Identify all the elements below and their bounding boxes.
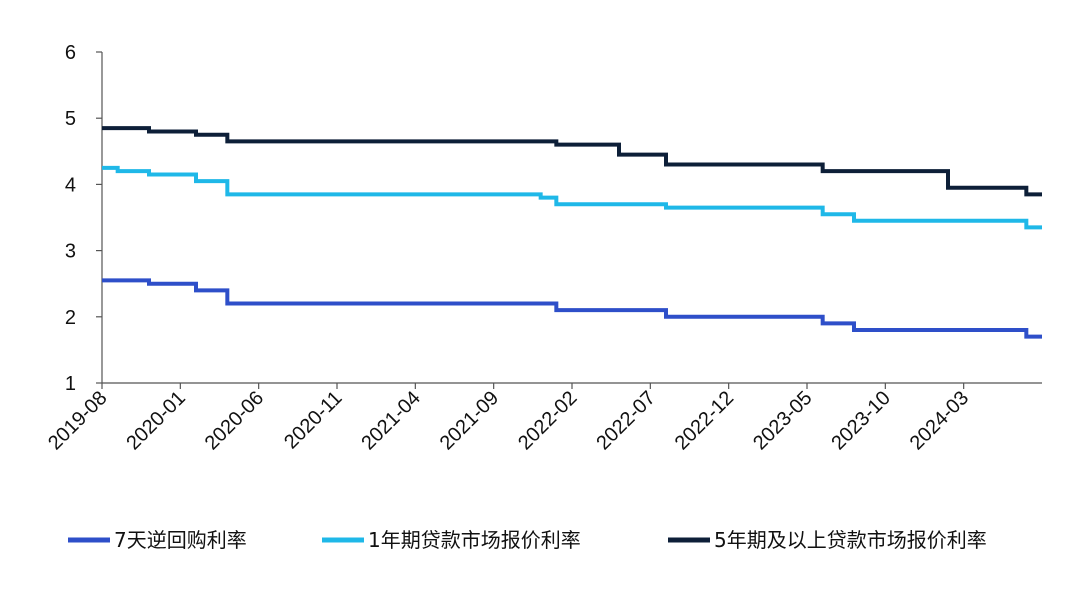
x-tick-label: 2022-12 [671, 387, 738, 454]
x-tick-label: 2020-01 [122, 387, 189, 454]
y-tick-label: 4 [65, 174, 76, 196]
series-line-2 [102, 165, 1042, 230]
y-tick-label: 1 [65, 373, 76, 395]
legend-label-2: 1年期贷款市场报价利率 [368, 528, 581, 552]
series-lines [102, 126, 1042, 339]
x-tick-label: 2024-03 [906, 387, 973, 454]
x-tick-label: 2023-05 [749, 387, 816, 454]
legend: 7天逆回购利率 1年期贷款市场报价利率 5年期及以上贷款市场报价利率 [68, 528, 987, 552]
series-line-3 [102, 126, 1042, 197]
x-tick-label: 2022-07 [592, 387, 659, 454]
x-tick-label: 2019-08 [44, 387, 111, 454]
legend-label-1: 7天逆回购利率 [114, 528, 247, 552]
x-tick-label: 2023-10 [827, 387, 894, 454]
x-tick-label: 2022-02 [514, 387, 581, 454]
x-tick-label: 2020-11 [280, 387, 346, 453]
legend-label-3: 5年期及以上贷款市场报价利率 [714, 528, 987, 552]
y-tick-label: 3 [65, 241, 76, 263]
series-line-1 [102, 278, 1042, 339]
x-tick-label: 2021-09 [436, 387, 503, 454]
x-tick-label: 2020-06 [201, 387, 268, 454]
y-tick-label: 6 [65, 42, 76, 64]
y-tick-label: 2 [65, 307, 76, 329]
x-tick-label: 2021-04 [357, 387, 424, 454]
y-tick-label: 5 [65, 108, 76, 130]
